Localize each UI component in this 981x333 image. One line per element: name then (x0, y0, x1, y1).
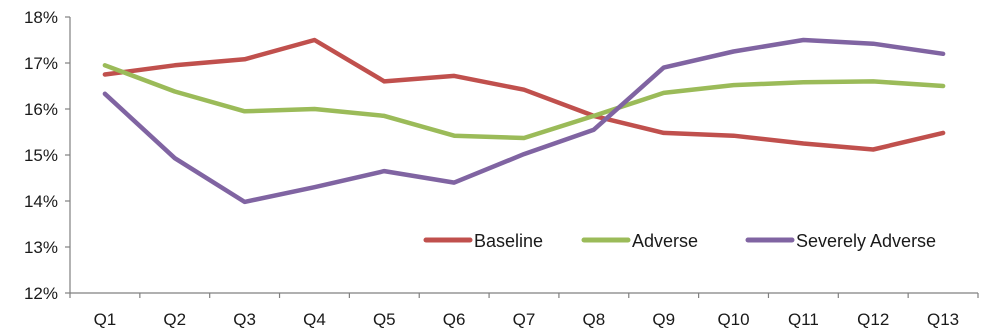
x-tick-label: Q6 (443, 310, 466, 329)
x-axis-tick-labels: Q1 Q2 Q3 Q4 Q5 Q6 Q7 Q8 Q9 Q10 Q11 Q12 Q13 (94, 310, 960, 329)
x-tick-label: Q8 (583, 310, 606, 329)
legend-label-adverse: Adverse (632, 231, 698, 251)
series-line-baseline (102, 37, 946, 152)
x-tick-label: Q10 (717, 310, 749, 329)
y-tick-label: 14% (24, 192, 58, 211)
x-tick-label: Q2 (163, 310, 186, 329)
x-tick-label: Q9 (652, 310, 675, 329)
x-tick-label: Q7 (513, 310, 536, 329)
x-tick-label: Q13 (927, 310, 959, 329)
y-tick-label: 12% (24, 284, 58, 303)
x-tick-label: Q3 (233, 310, 256, 329)
series-line-severely-adverse (102, 37, 946, 205)
y-tick-label: 16% (24, 100, 58, 119)
legend-label-severely-adverse: Severely Adverse (796, 231, 936, 251)
x-tick-label: Q11 (788, 310, 819, 329)
x-tick-label: Q1 (94, 310, 117, 329)
series-line-adverse (102, 63, 946, 141)
x-tick-label: Q12 (857, 310, 889, 329)
y-tick-label: 17% (24, 54, 58, 73)
legend-label-baseline: Baseline (474, 231, 543, 251)
series-lines (102, 37, 946, 205)
legend: Baseline Adverse Severely Adverse (423, 231, 936, 251)
y-axis-tick-labels: 12% 13% 14% 15% 16% 17% 18% (24, 8, 58, 303)
x-tick-label: Q4 (303, 310, 326, 329)
y-tick-label: 15% (24, 146, 58, 165)
x-tick-label: Q5 (373, 310, 396, 329)
y-tick-label: 18% (24, 8, 58, 27)
axes (65, 16, 979, 298)
y-tick-label: 13% (24, 238, 58, 257)
